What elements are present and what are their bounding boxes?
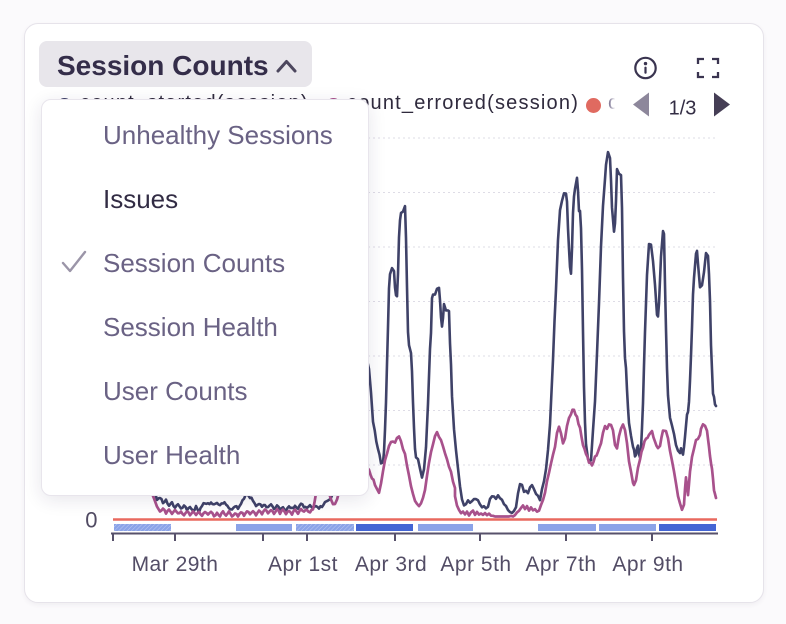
svg-text:Apr 9th: Apr 9th bbox=[612, 553, 683, 576]
svg-text:0: 0 bbox=[85, 508, 97, 533]
svg-text:1/3: 1/3 bbox=[669, 98, 697, 120]
svg-text:Apr 1st: Apr 1st bbox=[268, 553, 338, 576]
svg-text:Mar 29th: Mar 29th bbox=[132, 553, 219, 576]
svg-text:Apr 7th: Apr 7th bbox=[525, 553, 596, 576]
svg-text:Apr 5th: Apr 5th bbox=[440, 553, 511, 576]
svg-text:Apr 3rd: Apr 3rd bbox=[355, 553, 427, 576]
